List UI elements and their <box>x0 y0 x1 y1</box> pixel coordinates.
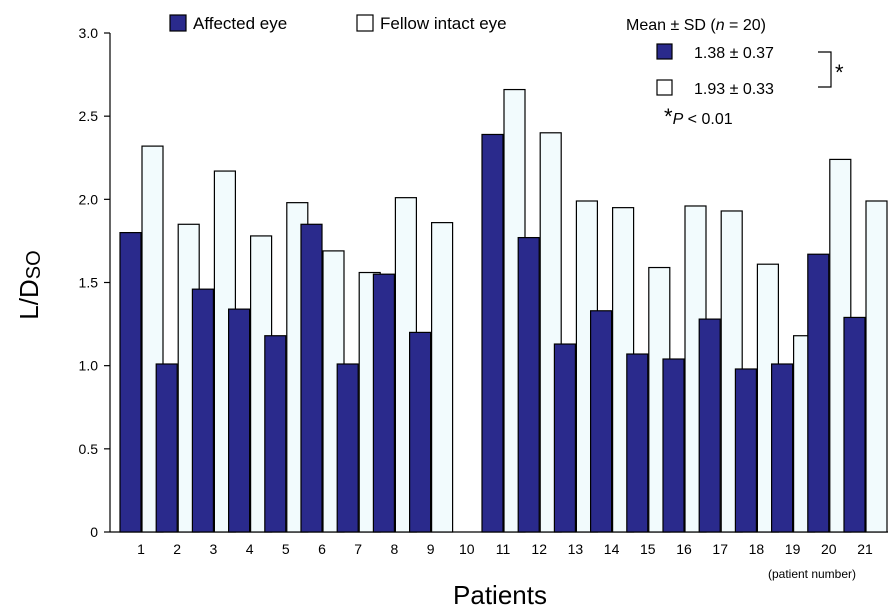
x-tick-label: 13 <box>568 541 584 557</box>
bar-affected-eye <box>589 310 613 533</box>
bar-affected-eye <box>553 343 577 533</box>
y-axis-label: L/DSO <box>14 250 45 319</box>
x-tick-label: 11 <box>496 541 511 557</box>
stats-annotation: Mean ± SD (n = 20) 1.38 ± 0.37 1.93 ± 0.… <box>626 17 844 129</box>
x-tick-label: 5 <box>282 541 290 557</box>
x-tick-label: 10 <box>459 541 475 557</box>
bar-affected-eye <box>843 316 866 533</box>
x-tick-label: 4 <box>246 541 254 557</box>
stats-header: Mean ± SD (n = 20) <box>626 17 766 34</box>
bar-affected-eye <box>698 318 721 533</box>
legend-affected-swatch <box>169 14 187 32</box>
p-value-note: *P < 0.01 <box>664 104 733 129</box>
bar-affected-eye <box>336 363 359 533</box>
bar-affected-eye <box>155 363 178 533</box>
stats-fellow-swatch <box>656 79 673 96</box>
x-tick-label: 12 <box>531 541 547 557</box>
x-tick-label: 14 <box>604 541 620 557</box>
bar-affected-eye <box>770 363 794 533</box>
stats-fellow-value: 1.93 ± 0.33 <box>694 81 774 98</box>
y-ticks: 0 0.5 1.0 1.5 2.0 2.5 3.0 <box>79 25 110 540</box>
x-tick-label: 20 <box>821 541 837 557</box>
y-tick-label: 1.0 <box>79 358 99 374</box>
stats-affected-value: 1.38 ± 0.37 <box>694 45 774 62</box>
bar-affected-eye <box>626 353 649 533</box>
y-tick-label: 3.0 <box>79 25 99 41</box>
x-tick-label: 16 <box>676 541 692 557</box>
bar-affected-eye <box>191 288 214 533</box>
bar-affected-eye <box>662 358 685 533</box>
bar-fellow-eye <box>431 222 454 533</box>
x-tick-label: 21 <box>857 541 873 557</box>
legend: Affected eye Fellow intact eye <box>169 14 507 33</box>
x-tick-label: 2 <box>173 541 181 557</box>
bar-affected-eye <box>300 223 323 533</box>
bar-affected-eye <box>119 232 142 533</box>
y-tick-label: 2.5 <box>79 108 99 124</box>
legend-fellow-label: Fellow intact eye <box>380 14 507 33</box>
significance-mark: * <box>835 60 844 85</box>
bar-affected-eye <box>409 331 432 533</box>
x-tick-label: 15 <box>640 541 656 557</box>
x-tick-label: 18 <box>749 541 765 557</box>
y-tick-label: 0.5 <box>79 441 99 457</box>
x-tick-label: 6 <box>318 541 326 557</box>
y-tick-label: 2.0 <box>79 191 99 207</box>
y-axis: 0 0.5 1.0 1.5 2.0 2.5 3.0 <box>79 25 111 540</box>
x-tick-label: 1 <box>137 541 145 557</box>
bars <box>119 88 888 533</box>
bar-affected-eye <box>807 253 830 533</box>
legend-affected-label: Affected eye <box>193 14 287 33</box>
stats-affected-swatch <box>656 43 673 60</box>
x-tick-label: 7 <box>354 541 362 557</box>
x-tick-label: 3 <box>210 541 218 557</box>
bar-affected-eye <box>481 133 504 533</box>
x-tick-label: 8 <box>391 541 399 557</box>
bar-affected-eye <box>228 308 251 533</box>
x-axis-note: (patient number) <box>768 567 856 581</box>
bar-affected-eye <box>264 335 287 533</box>
bar-fellow-eye <box>865 200 888 533</box>
y-tick-label: 1.5 <box>79 275 99 291</box>
x-axis-label: Patients <box>453 580 547 610</box>
y-tick-label: 0 <box>90 524 98 540</box>
bar-affected-eye <box>517 236 540 533</box>
x-tick-label: 9 <box>427 541 435 557</box>
x-axis: 1 2 3 4 5 6 7 8 9 10 11 12 13 14 15 16 17 18 19 20 21 <box>110 531 888 557</box>
x-ticks: 1 2 3 4 5 6 7 8 9 10 11 12 13 14 15 16 17 18 19 20 21 <box>137 541 873 557</box>
x-tick-label: 19 <box>785 541 801 557</box>
bar-affected-eye <box>372 273 395 533</box>
legend-fellow-swatch <box>356 14 374 32</box>
bar-affected-eye <box>734 368 758 533</box>
significance-bracket <box>818 51 832 88</box>
x-tick-label: 17 <box>712 541 728 557</box>
